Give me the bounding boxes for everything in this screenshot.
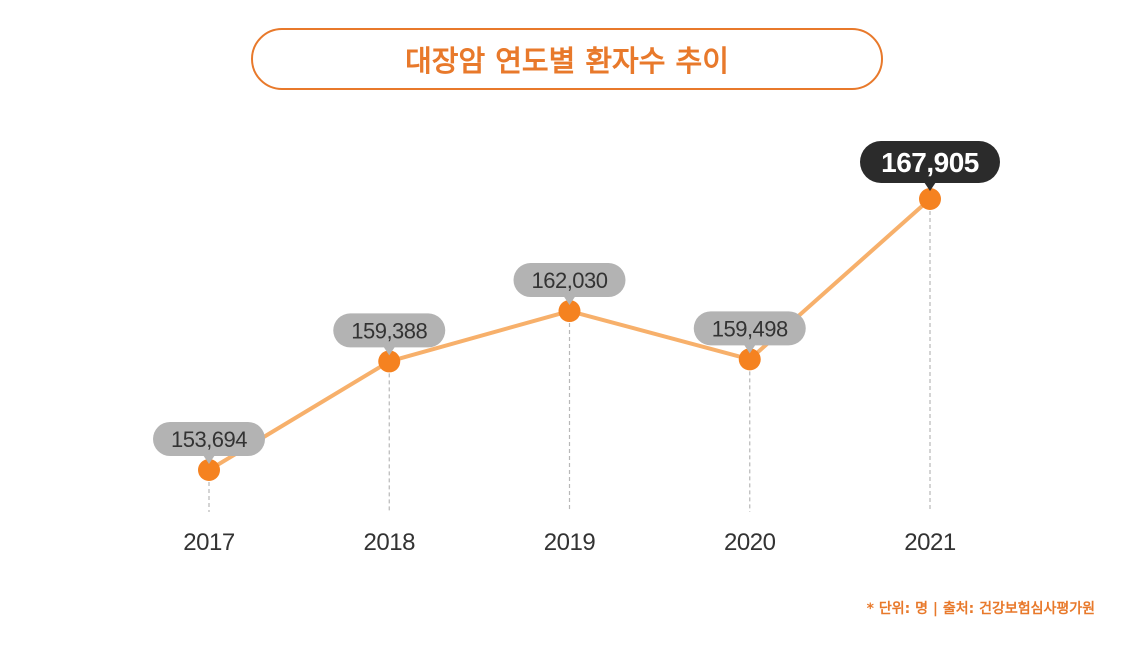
value-label-2021: 167,905 bbox=[881, 147, 979, 178]
value-label-pointer-2019 bbox=[563, 296, 576, 306]
value-label-bg-2021 bbox=[860, 141, 1000, 183]
value-label-pointer-2020 bbox=[743, 344, 756, 354]
value-label-pointer-2021 bbox=[924, 182, 936, 191]
x-tick-label-2021: 2021 bbox=[904, 529, 956, 556]
data-point-2017 bbox=[198, 459, 220, 481]
value-label-2020: 159,498 bbox=[712, 316, 788, 341]
value-label-bg-2017 bbox=[153, 422, 265, 456]
data-point-2020 bbox=[738, 348, 761, 371]
data-point-2019 bbox=[558, 300, 581, 323]
x-tick-label-2020: 2020 bbox=[724, 529, 776, 556]
x-tick-label-2017: 2017 bbox=[183, 529, 235, 556]
value-label-2018: 159,388 bbox=[351, 318, 427, 343]
x-tick-label-2018: 2018 bbox=[364, 529, 416, 556]
value-label-bg-2018 bbox=[333, 313, 446, 348]
chart-title: 대장암 연도별 환자수 추이 bbox=[251, 28, 883, 90]
value-label-bg-2020 bbox=[693, 311, 806, 346]
value-label-pointer-2018 bbox=[383, 346, 396, 356]
value-label-bg-2019 bbox=[513, 263, 626, 298]
data-point-2021 bbox=[919, 188, 941, 210]
value-label-2017: 153,694 bbox=[171, 427, 247, 452]
data-point-2018 bbox=[378, 350, 401, 373]
value-label-pointer-2017 bbox=[203, 455, 215, 464]
value-label-2019: 162,030 bbox=[531, 268, 607, 293]
footnote: * 단위: 명 | 출처: 건강보험심사평가원 bbox=[866, 601, 1095, 617]
x-tick-label-2019: 2019 bbox=[544, 529, 596, 556]
